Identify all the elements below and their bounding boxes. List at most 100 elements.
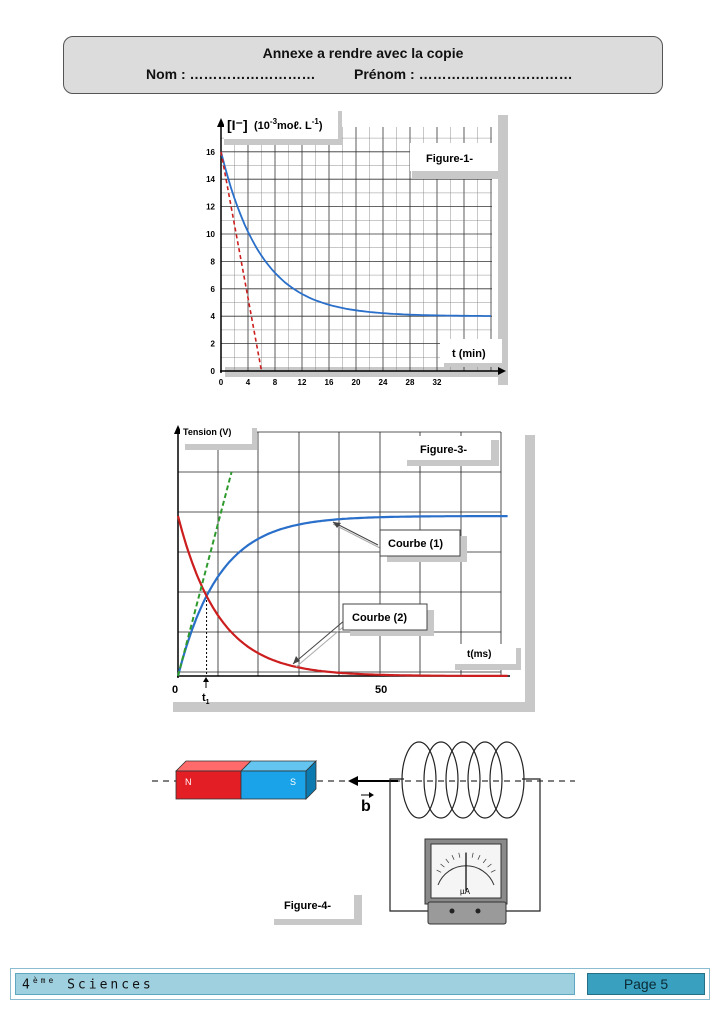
b-vector-label: b xyxy=(361,798,371,815)
fig1-ytick: 10 xyxy=(206,230,215,239)
header-box: Annexe a rendre avec la copie Nom : …………… xyxy=(63,36,663,94)
fig1-shadow-bottom xyxy=(225,367,508,377)
magnet-north-top xyxy=(175,760,252,772)
magnet-south xyxy=(240,770,307,800)
fig3-t1-arrowhead xyxy=(203,677,209,682)
fig3-courbe2-box xyxy=(342,603,428,631)
ammeter-tick xyxy=(458,852,461,858)
footer-page-number: Page 5 xyxy=(587,973,705,995)
nom-field: Nom : ……………………… xyxy=(146,66,316,82)
coil-turn xyxy=(467,741,503,819)
fig1-ytick: 2 xyxy=(211,340,216,349)
fig3-label-bg xyxy=(403,436,491,460)
ammeter-tick xyxy=(490,869,496,873)
fig3-courbe2-arrowhead xyxy=(293,656,300,664)
figure-4-diagram: N S b µA Figure-4- xyxy=(152,741,575,925)
fig1-label-bg xyxy=(410,143,498,171)
fig3-courbe2-pointer-shadow xyxy=(295,622,349,668)
fig1-xtick: 12 xyxy=(298,378,307,387)
fig3-tick-50: 50 xyxy=(375,684,387,696)
fig1-xtick: 24 xyxy=(379,378,388,387)
fig3-courbe1-box xyxy=(379,529,461,557)
fig3-courbe2-pointer xyxy=(292,619,346,665)
fig1-label: Figure-1- xyxy=(426,153,473,165)
fig3-label: Figure-3- xyxy=(420,444,467,456)
fig3-tick-0: 0 xyxy=(172,684,178,696)
b-vector-overarrow-head xyxy=(369,792,374,798)
ammeter-unit: µA xyxy=(460,887,471,896)
fig3-courbe1-label: Courbe (1) xyxy=(388,538,443,550)
fig1-xtick: 32 xyxy=(433,378,442,387)
fig1-ytick: 12 xyxy=(206,203,215,212)
coil xyxy=(401,741,525,819)
fig3-courbe1-pointer xyxy=(332,521,379,546)
fig3-courbe2-label: Courbe (2) xyxy=(352,612,407,624)
fig1-ytick: 16 xyxy=(206,148,215,157)
magnet-s-label: S xyxy=(290,777,296,787)
wire-right xyxy=(506,778,541,912)
magnet-south-side xyxy=(305,760,317,800)
fig3-courbe-2 xyxy=(176,515,508,677)
ammeter-tick xyxy=(451,854,455,860)
fig3-shadow-bottom xyxy=(173,702,535,712)
fig1-ytick: 6 xyxy=(211,285,216,294)
header-title: Annexe a rendre avec la copie xyxy=(262,45,464,61)
fig1-xtick: 0 xyxy=(219,378,224,387)
wire-left xyxy=(389,778,428,912)
fig3-ylabel: Tension (V) xyxy=(183,427,231,437)
fig4-label-bg xyxy=(268,891,354,919)
fig1-xtick: 4 xyxy=(246,378,251,387)
coil-turn xyxy=(489,741,525,819)
fig1-concentration-curve xyxy=(220,151,491,317)
ammeter-tick xyxy=(487,863,492,868)
fig1-ylabel-bg xyxy=(224,109,338,139)
fig3-shadow-right xyxy=(525,435,535,710)
ammeter-tick xyxy=(440,863,445,868)
fig1-shadow-right xyxy=(498,115,508,385)
coil-turn xyxy=(445,741,481,819)
fig1-ylabel-main: [I⁻] xyxy=(227,117,248,133)
ammeter-tick xyxy=(477,854,481,860)
fig1-y-arrow xyxy=(217,118,225,127)
fig1-ytick: 4 xyxy=(211,312,216,321)
fig3-xlabel: t(ms) xyxy=(467,649,491,660)
fig1-tangent-line xyxy=(220,151,263,372)
fig1-ytick: 0 xyxy=(211,367,216,376)
footer: 4ème Sciences Page 5 xyxy=(10,968,710,1000)
fig3-courbe1-arrowhead xyxy=(333,522,341,528)
fig1-xlabel: t (min) xyxy=(452,348,486,360)
fig3-xlabel-bg xyxy=(450,644,516,664)
fig3-t1-label: t1 xyxy=(202,692,210,706)
fig3-ylabel-bg xyxy=(180,424,252,444)
ammeter-terminal-right xyxy=(475,908,481,914)
ammeter-terminal-left xyxy=(449,908,455,914)
ammeter-tick xyxy=(482,858,487,864)
fig1-x-arrow xyxy=(498,367,506,375)
fig3-tangent-line xyxy=(177,471,233,677)
fig1-xtick: 16 xyxy=(325,378,334,387)
magnet-n-label: N xyxy=(185,777,192,787)
fig1-ytick: 14 xyxy=(206,175,215,184)
ammeter-tick xyxy=(471,852,474,858)
magnet-south-top xyxy=(240,760,317,772)
ammeter-base xyxy=(427,901,507,925)
ammeter-ticks xyxy=(436,852,496,873)
fig4-label: Figure-4- xyxy=(284,900,331,912)
fig1-ytick: 8 xyxy=(211,257,216,266)
fig1-ylabel-unit: (10-3moℓ. L-1) xyxy=(254,117,323,132)
fig1-xlabel-bg xyxy=(440,339,502,363)
footer-level-box: 4ème Sciences xyxy=(15,973,575,995)
ammeter-tick xyxy=(436,869,442,873)
fig1-xtick: 20 xyxy=(352,378,361,387)
ammeter-tick xyxy=(445,858,450,864)
coil-turn xyxy=(423,741,459,819)
coil-turn xyxy=(401,741,437,819)
prenom-field: Prénom : …………………………… xyxy=(354,66,573,82)
fig1-xtick: 28 xyxy=(406,378,415,387)
fig3-courbe1-pointer-shadow xyxy=(332,523,381,549)
footer-level: 4ème Sciences xyxy=(22,976,154,993)
figure-3-graph: Tension (V) Figure-3- Courbe (1) Courbe … xyxy=(172,424,535,712)
fig1-xtick: 8 xyxy=(273,378,278,387)
